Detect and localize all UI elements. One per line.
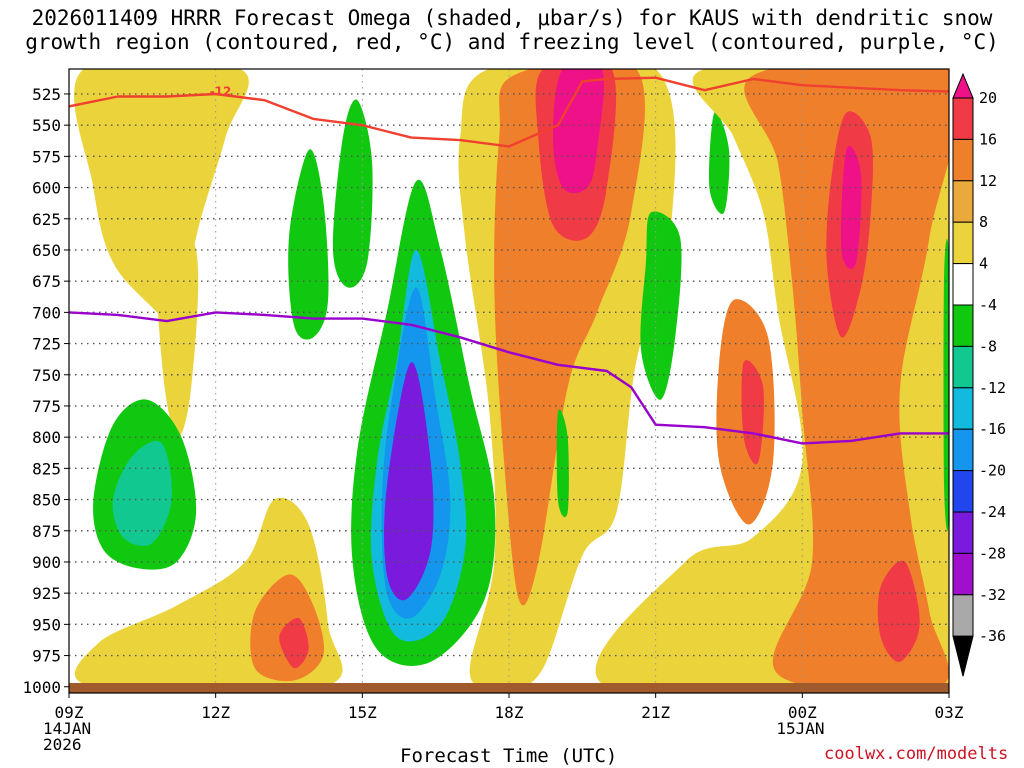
y-tick-label: 650 [32,241,61,260]
colorbar-cell [952,138,974,182]
plot-area: -12 [69,69,949,693]
chart-title: 2026011409 HRRR Forecast Omega (shaded, … [0,6,1024,54]
colorbar-cell [952,263,974,306]
x-tick-label: 21Z [641,703,670,722]
colorbar-cell [952,304,974,347]
y-axis: 525 550 575 600 625 650 675 700 725 750 775 800 825 8… [22,85,69,697]
colorbar-cell [952,428,974,472]
y-tick-label: 850 [32,491,61,510]
omega-region-green-1430z [332,99,373,288]
y-tick-label: 600 [32,179,61,198]
y-tick-label: 625 [32,210,61,229]
x-tick-label: 12Z [201,703,230,722]
omega-region-late-red-lower [877,560,920,663]
colorbar-cell [952,72,974,99]
omega-region-green-14z [288,149,329,340]
x-tick-label: 00Z [788,703,817,722]
colorbar-cell [952,470,974,513]
omega-region-late-orange [744,69,949,693]
x-tick-label: 14JAN [43,719,91,738]
x-tick-label: 15Z [348,703,377,722]
omega-region-sink-2-3z [154,206,199,438]
colorbar-label: 16 [979,130,997,148]
colorbar-label: -12 [979,379,1006,397]
y-tick-label: 825 [32,459,61,478]
colorbar-label: -4 [979,296,997,314]
omega-region-green-right-edge [943,238,949,532]
colorbar-label: -24 [979,503,1006,521]
y-tick-label: 800 [32,428,61,447]
omega-region-late-magenta [840,146,862,269]
omega-region-teal-left [112,440,173,547]
colorbar-label: 4 [979,255,988,273]
x-axis-title: Forecast Time (UTC) [400,745,618,767]
y-tick-label: 675 [32,272,61,291]
grid-lines [69,69,949,693]
y-tick-label: 575 [32,147,61,166]
colorbar-label: 8 [979,213,988,231]
x-tick-label: 18Z [495,703,524,722]
omega-region-green-19z [556,409,569,518]
colorbar-label: -20 [979,462,1006,480]
colorbar-cell [952,221,974,265]
colorbar-label: -8 [979,337,997,355]
y-tick-label: 725 [32,335,61,354]
chart-title-line-2: growth region (contoured, red, °C) and f… [25,30,999,54]
x-tick-label: 2026 [43,735,82,754]
y-tick-label: 700 [32,303,61,322]
y-tick-label: 975 [32,647,61,666]
omega-region-sink-mid-orange [494,69,645,606]
colorbar-cell [952,635,974,677]
y-tick-label: 525 [32,85,61,104]
y-tick-label: 1000 [22,678,61,697]
x-tick-label: 15JAN [776,719,824,738]
colorbar-label: 12 [979,172,997,190]
colorbar: 20 16 12 8 4 -4 -8 -12 -16 -20 -24 -28 -32 -36 [952,72,1006,677]
x-tick-label: 09Z [55,703,84,722]
omega-region-main-ascent-purple [384,362,434,601]
colorbar-cell [952,552,974,596]
y-tick-label: 875 [32,522,61,541]
colorbar-cell [952,97,974,140]
omega-region-green-21z [640,211,682,400]
colorbar-cell [952,180,974,223]
freezing-level-line [69,311,949,445]
omega-region-early-upper-yellow [74,69,249,341]
colorbar-label: 20 [979,89,997,107]
colorbar-label: -16 [979,420,1006,438]
omega-region-lower-left-red [279,617,309,669]
y-tick-label: 950 [32,615,61,634]
credit-link[interactable]: coolwx.com/modelts [824,744,1009,764]
colorbar-cell [952,511,974,554]
y-tick-label: 925 [32,584,61,603]
y-tick-label: 550 [32,116,61,135]
colorbar-cell [952,387,974,430]
colorbar-label: -32 [979,586,1006,604]
omega-region-late-red-center [741,360,764,465]
colorbar-cell [952,345,974,389]
colorbar-cell [952,594,974,637]
omega-shading [74,69,949,693]
contour-lines: -12 [69,76,949,445]
dgz-contour-label: -12 [210,84,232,98]
chart-title-line-1: 2026011409 HRRR Forecast Omega (shaded, … [31,6,993,30]
ground-strip [69,683,949,693]
omega-region-sink-mid-magenta [553,69,604,194]
y-tick-label: 750 [32,366,61,385]
colorbar-label: -36 [979,627,1006,645]
colorbar-label: -28 [979,544,1006,562]
omega-region-green-22z [708,111,730,214]
y-tick-label: 900 [32,553,61,572]
y-tick-label: 775 [32,397,61,416]
dgz-contour-line [69,76,949,148]
x-tick-label: 03Z [935,703,964,722]
